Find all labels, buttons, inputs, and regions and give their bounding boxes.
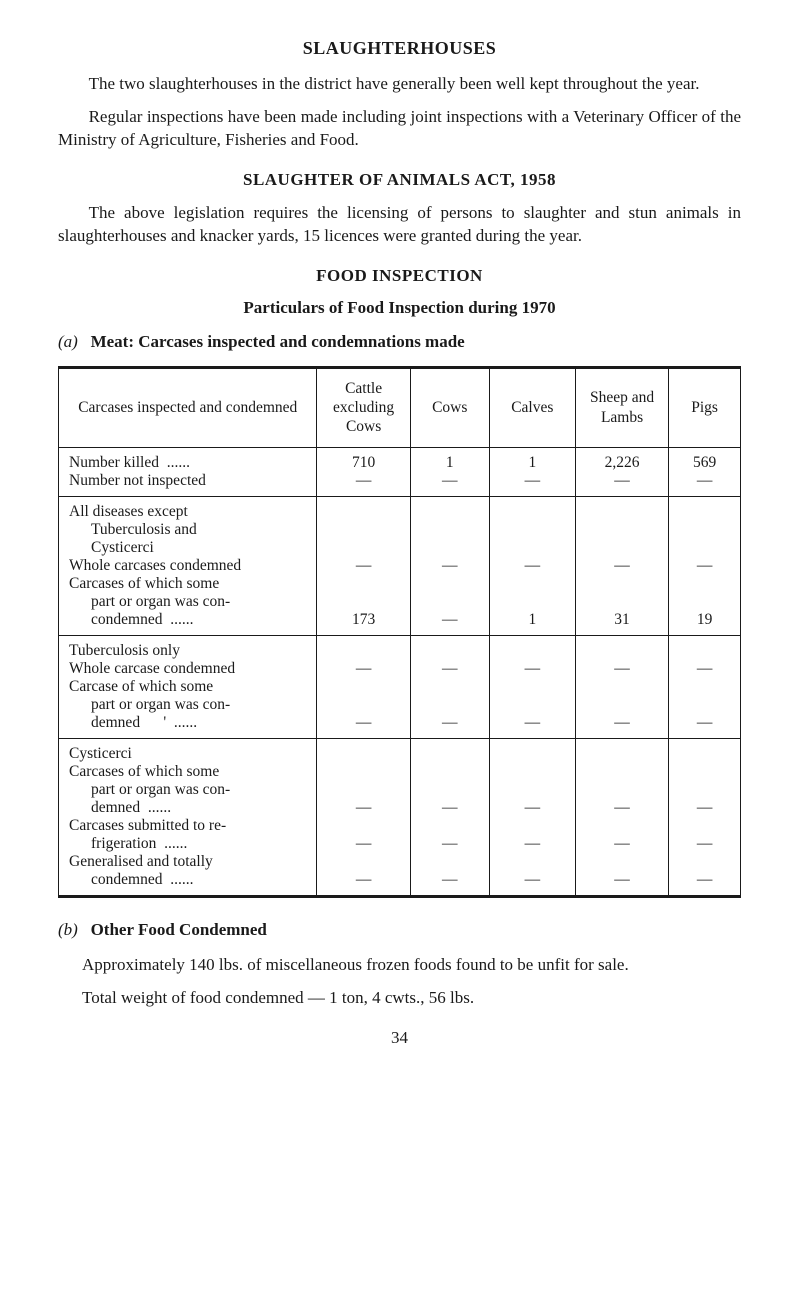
cell: — — — (669, 738, 741, 896)
item-b-label: (b) (58, 920, 78, 939)
paragraph: The two slaughterhouses in the district … (58, 73, 741, 96)
item-a-heading: (a) Meat: Carcases inspected and condemn… (58, 332, 741, 352)
cell: — 173 (317, 496, 410, 635)
bottom-text: Approximately 140 lbs. of miscellaneous … (58, 954, 741, 1010)
heading-slaughter-act: SLAUGHTER OF ANIMALS ACT, 1958 (58, 170, 741, 190)
table-row: Number killed Number not inspected 710 —… (59, 447, 741, 496)
cell: 710 — (317, 447, 410, 496)
table-row: All diseases except Tuberculosis and Cys… (59, 496, 741, 635)
cell: — 19 (669, 496, 741, 635)
cell: — — (410, 635, 489, 738)
cell: — — — (410, 738, 489, 896)
cell: 569 — (669, 447, 741, 496)
cell-label: Cysticerci Carcases of which some part o… (59, 738, 317, 896)
paragraph: Approximately 140 lbs. of miscellaneous … (82, 954, 741, 977)
th-carcases: Carcases inspected and condemned (59, 367, 317, 447)
item-a-label: (a) (58, 332, 78, 351)
inspection-table: Carcases inspected and condemned Cattle … (58, 366, 741, 898)
cell: — — — (317, 738, 410, 896)
item-b-title: Other Food Condemned (91, 920, 267, 939)
th-cattle: Cattle excluding Cows (317, 367, 410, 447)
page-number: 34 (58, 1028, 741, 1048)
cell: — 31 (575, 496, 668, 635)
th-cows: Cows (410, 367, 489, 447)
cell-label: Tuberculosis only Whole carcase condemne… (59, 635, 317, 738)
item-a-title: Meat: Carcases inspected and condemnatio… (91, 332, 465, 351)
heading-food-inspection: FOOD INSPECTION (58, 266, 741, 286)
cell: — — (669, 635, 741, 738)
cell: — 1 (489, 496, 575, 635)
subheading-particulars: Particulars of Food Inspection during 19… (58, 298, 741, 318)
cell: 1 — (489, 447, 575, 496)
cell: 2,226 — (575, 447, 668, 496)
th-sheep: Sheep and Lambs (575, 367, 668, 447)
cell: — — — (489, 738, 575, 896)
th-calves: Calves (489, 367, 575, 447)
cell: — — (489, 635, 575, 738)
cell: 1 — (410, 447, 489, 496)
cell-label: Number killed Number not inspected (59, 447, 317, 496)
table-row: Cysticerci Carcases of which some part o… (59, 738, 741, 896)
cell: — — (317, 635, 410, 738)
cell: — — — (575, 738, 668, 896)
cell: — — (410, 496, 489, 635)
item-b-heading: (b) Other Food Condemned (58, 920, 741, 940)
cell: — — (575, 635, 668, 738)
table-row: Tuberculosis only Whole carcase condemne… (59, 635, 741, 738)
th-pigs: Pigs (669, 367, 741, 447)
heading-slaughterhouses: SLAUGHTERHOUSES (58, 38, 741, 59)
cell-label: All diseases except Tuberculosis and Cys… (59, 496, 317, 635)
paragraph: Total weight of food condemned — 1 ton, … (82, 987, 741, 1010)
paragraph: The above legislation requires the licen… (58, 202, 741, 248)
document-page: SLAUGHTERHOUSES The two slaughterhouses … (0, 0, 801, 1078)
paragraph: Regular inspections have been made inclu… (58, 106, 741, 152)
